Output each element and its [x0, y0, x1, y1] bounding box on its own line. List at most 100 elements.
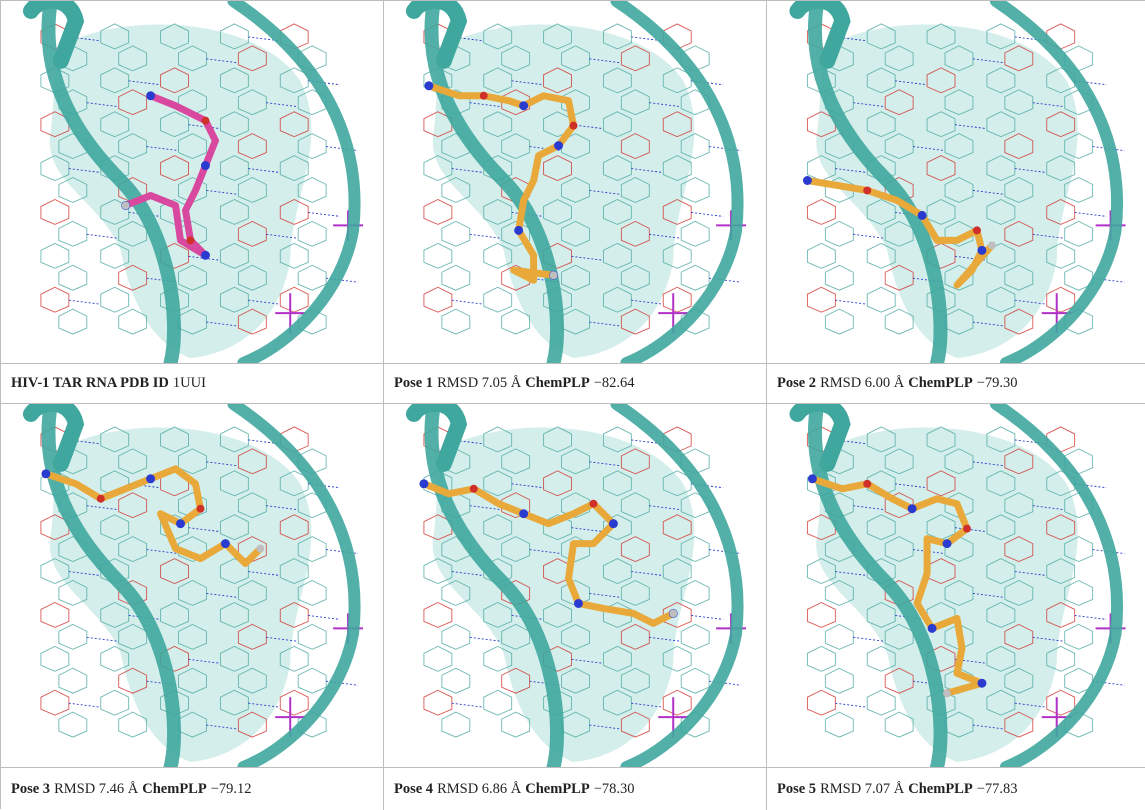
nucleotide-wire	[58, 220, 327, 247]
molecule-render-pose-1	[405, 1, 747, 363]
panel-image-pose-1	[384, 1, 767, 364]
nucleotide-wire	[441, 492, 710, 519]
panel-image-1uui	[1, 1, 384, 364]
nucleotide-wire	[824, 623, 1094, 650]
nucleotide-wire	[441, 220, 710, 247]
rna-ribbon	[41, 1, 181, 363]
phosphate-mark	[658, 293, 689, 334]
caption-label: ChemPLP	[525, 375, 590, 391]
caption-label: ChemPLP	[908, 375, 973, 391]
molecule-render-pose-4	[405, 404, 747, 767]
nucleotide-wire	[423, 558, 692, 584]
caption-value: −78.30	[593, 780, 635, 797]
binding-surface	[816, 427, 1078, 763]
caption-label: ChemPLP	[142, 780, 207, 797]
oxygen-atom	[196, 504, 205, 513]
nucleotide-wire	[58, 580, 327, 606]
ligand-sticks	[802, 176, 996, 289]
rna-ribbon	[610, 1, 744, 363]
caption-value: −82.64	[593, 375, 635, 391]
nucleotide-wire	[40, 689, 309, 716]
nucleotide-wire	[806, 111, 1076, 138]
caption-label: HIV-1 TAR RNA PDB ID	[11, 375, 169, 391]
nucleotide-wire	[40, 514, 309, 541]
oxygen-atom	[863, 186, 872, 195]
binding-surface	[49, 24, 312, 359]
caption-value: RMSD 6.86 Å	[437, 780, 522, 797]
nucleotide-wire	[824, 220, 1094, 247]
caption-value: RMSD 6.00 Å	[820, 375, 905, 391]
molecule-render-pose-2	[789, 1, 1126, 363]
rna-ribbon	[22, 1, 85, 69]
molecule-render-1uui	[22, 1, 364, 363]
rna-ribbon	[227, 1, 361, 363]
ligand-sticks	[121, 91, 219, 260]
hydrogen-atom	[943, 689, 952, 698]
rna-ribbon	[424, 1, 564, 363]
panel-image-pose-2	[767, 1, 1145, 364]
oxygen-atom	[479, 91, 488, 100]
nucleotide-wire	[806, 155, 1076, 181]
nucleotide-wire	[40, 558, 309, 584]
hydrogen-atom	[987, 241, 996, 250]
nitrogen-atom	[917, 210, 927, 220]
caption-value: 1UUI	[172, 375, 206, 391]
caption-label: ChemPLP	[525, 780, 590, 797]
caption-value: −77.83	[976, 780, 1018, 797]
rna-ribbon	[405, 404, 468, 472]
nucleotide-wire	[824, 580, 1094, 606]
nitrogen-atom	[146, 474, 156, 484]
rna-ribbon	[41, 404, 181, 767]
oxygen-atom	[962, 524, 971, 533]
nucleotide-wire	[423, 198, 724, 225]
nitrogen-atom	[146, 91, 156, 101]
rna-ribbon	[424, 404, 564, 767]
nitrogen-atom	[802, 176, 812, 185]
nucleotide-wire	[806, 689, 1076, 716]
nitrogen-atom	[554, 141, 564, 151]
nitrogen-atom	[200, 250, 210, 260]
nitrogen-atom	[519, 509, 529, 519]
binding-surface	[816, 24, 1078, 359]
caption-pose-5: Pose 5 RMSD 7.07 Å ChemPLP −77.83	[767, 768, 1145, 810]
nitrogen-atom	[977, 245, 987, 255]
rna-ribbon	[22, 404, 85, 472]
rna-ribbon	[808, 404, 948, 767]
panel-image-pose-5	[767, 404, 1145, 768]
oxygen-atom	[863, 479, 872, 488]
nucleotide-wire	[441, 580, 710, 606]
ligand-sticks	[41, 465, 265, 568]
hydrogen-atom	[549, 271, 558, 280]
nitrogen-atom	[41, 469, 51, 479]
panel-image-pose-3	[1, 404, 384, 768]
caption-pose-2: Pose 2 RMSD 6.00 Å ChemPLP −79.30	[767, 364, 1145, 404]
nucleotide-wire	[806, 601, 1107, 628]
ligand-sticks	[419, 479, 678, 627]
nucleotide-wire	[40, 111, 309, 138]
nitrogen-atom	[907, 504, 917, 514]
ligand-sticks	[807, 474, 987, 698]
hydrogen-atom	[121, 201, 130, 210]
nitrogen-atom	[519, 101, 529, 111]
nucleotide-wire	[423, 286, 692, 313]
caption-value: RMSD 7.07 Å	[820, 780, 905, 797]
nucleotide-wire	[441, 177, 710, 203]
nucleotide-wire	[824, 89, 1094, 116]
nucleotide-wire	[58, 492, 327, 519]
rna-ribbon	[989, 404, 1123, 767]
nitrogen-atom	[574, 598, 583, 608]
nucleotide-wire	[824, 133, 1125, 160]
caption-value: RMSD 7.05 Å	[437, 375, 522, 391]
caption-label: Pose 4	[394, 780, 434, 797]
nucleotide-wire	[824, 45, 1094, 72]
nucleotide-wire	[423, 155, 692, 181]
nitrogen-atom	[200, 161, 210, 171]
rna-ribbon	[610, 404, 744, 767]
molecule-render-pose-5	[789, 404, 1126, 767]
nucleotide-wire	[441, 667, 742, 694]
nitrogen-atom	[608, 519, 618, 529]
hydrogen-atom	[669, 609, 678, 618]
molecule-render-pose-3	[22, 404, 364, 767]
caption-label: Pose 5	[777, 780, 817, 797]
nitrogen-atom	[807, 474, 817, 484]
